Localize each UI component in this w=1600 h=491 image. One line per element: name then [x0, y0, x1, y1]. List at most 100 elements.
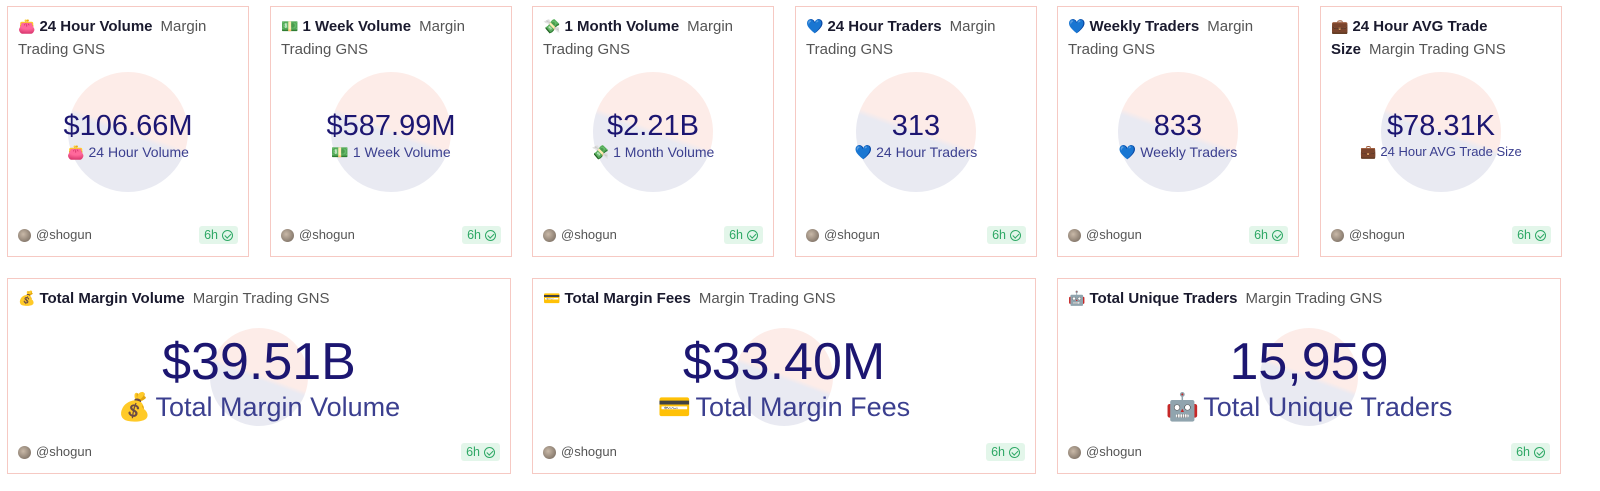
dollar-banknote-icon: 💵 [331, 144, 349, 160]
blue-heart-icon: 💙 [854, 144, 873, 160]
check-circle-icon [1009, 446, 1020, 458]
counter-display: 313 💙 24 Hour Traders [796, 109, 1036, 161]
card-footer: @shogun 6h [543, 225, 763, 245]
card-title: 👛 24 Hour Volume Margin Trading GNS [18, 15, 238, 61]
refresh-badge[interactable]: 6h [461, 443, 500, 461]
counter-card-weekly-traders[interactable]: 💙 Weekly Traders Margin Trading GNS 833 💙 W… [1057, 6, 1299, 257]
card-title-text[interactable]: Weekly Traders [1089, 18, 1200, 35]
refresh-badge[interactable]: 6h [987, 226, 1026, 244]
card-subtitle: Margin Trading GNS [192, 290, 330, 307]
refresh-badge[interactable]: 6h [1512, 226, 1551, 244]
counter-display: $106.66M 👛 24 Hour Volume [8, 109, 248, 161]
counter-value: $78.31K [1386, 110, 1496, 142]
check-circle-icon [1534, 446, 1545, 458]
card-title: 💼 24 Hour AVG Trade Size Margin Trading GN… [1331, 15, 1551, 61]
counter-card-24h-traders[interactable]: 💙 24 Hour Traders Margin Trading GNS 313 💙… [795, 6, 1037, 257]
card-title-text[interactable]: Total Margin Volume [39, 290, 185, 307]
card-title-text[interactable]: 1 Week Volume [302, 18, 412, 35]
counter-label: 💰 Total Margin Volume [117, 392, 401, 422]
avatar [543, 228, 556, 242]
counter-display: 15,959 🤖 Total Unique Traders [1058, 333, 1560, 423]
counter-card-total-margin-fees[interactable]: 💳 Total Margin Fees Margin Trading GNS $33… [532, 278, 1036, 474]
purse-icon: 👛 [67, 144, 85, 160]
counter-value: $33.40M [682, 333, 886, 391]
refresh-badge[interactable]: 6h [462, 226, 501, 244]
refresh-badge[interactable]: 6h [1249, 226, 1288, 244]
author-link[interactable]: @shogun [543, 442, 617, 462]
background-disc [210, 328, 308, 426]
card-title: 💵 1 Week Volume Margin Trading GNS [281, 15, 501, 61]
card-title-text[interactable]: Total Margin Fees [564, 290, 691, 307]
robot-icon: 🤖 [1165, 392, 1200, 422]
money-bag-icon: 💰 [18, 290, 36, 306]
credit-card-icon: 💳 [543, 290, 561, 306]
counter-value: 833 [1153, 110, 1203, 142]
author-link[interactable]: @shogun [1068, 442, 1142, 462]
card-title-text[interactable]: 1 Month Volume [564, 18, 680, 35]
card-title: 💰 Total Margin Volume Margin Trading GNS [18, 287, 500, 310]
card-subtitle: Margin Trading GNS [18, 18, 207, 58]
refresh-badge[interactable]: 6h [724, 226, 763, 244]
purse-icon: 👛 [18, 18, 36, 34]
card-footer: @shogun 6h [18, 225, 238, 245]
blue-heart-icon: 💙 [1118, 144, 1137, 160]
money-with-wings-icon: 💸 [591, 144, 610, 160]
card-footer: @shogun 6h [18, 442, 500, 462]
card-subtitle: Margin Trading GNS [806, 18, 996, 58]
counter-value: 15,959 [1229, 333, 1389, 391]
counter-value: 313 [891, 110, 941, 142]
card-title: 💙 24 Hour Traders Margin Trading GNS [806, 15, 1026, 61]
refresh-badge[interactable]: 6h [1511, 443, 1550, 461]
avatar [806, 228, 819, 242]
check-circle-icon [1272, 229, 1283, 241]
card-title: 🤖 Total Unique Traders Margin Trading GNS [1068, 287, 1550, 310]
counter-label: 💼 24 Hour AVG Trade Size [1360, 144, 1522, 159]
author-link[interactable]: @shogun [18, 225, 92, 245]
author-link[interactable]: @shogun [281, 225, 355, 245]
briefcase-icon: 💼 [1331, 18, 1349, 34]
avatar [543, 445, 556, 459]
counter-label: 💵 1 Week Volume [331, 144, 451, 160]
background-disc [331, 72, 451, 192]
counter-display: $78.31K 💼 24 Hour AVG Trade Size [1321, 109, 1561, 161]
author-link[interactable]: @shogun [1068, 225, 1142, 245]
counter-card-1m-volume[interactable]: 💸 1 Month Volume Margin Trading GNS $2.21B… [532, 6, 774, 257]
refresh-badge[interactable]: 6h [986, 443, 1025, 461]
card-title-text[interactable]: 24 Hour AVG Trade Size [1331, 18, 1488, 58]
card-title: 💸 1 Month Volume Margin Trading GNS [543, 15, 763, 61]
card-footer: @shogun 6h [1331, 225, 1551, 245]
counter-card-avg-trade-size[interactable]: 💼 24 Hour AVG Trade Size Margin Trading GN… [1320, 6, 1562, 257]
author-link[interactable]: @shogun [18, 442, 92, 462]
card-footer: @shogun 6h [806, 225, 1026, 245]
background-disc [735, 328, 833, 426]
counter-card-24h-volume[interactable]: 👛 24 Hour Volume Margin Trading GNS $106.6… [7, 6, 249, 257]
avatar [18, 228, 31, 242]
counter-card-total-unique-traders[interactable]: 🤖 Total Unique Traders Margin Trading GNS … [1057, 278, 1561, 474]
card-footer: @shogun 6h [1068, 442, 1550, 462]
background-disc [593, 72, 713, 192]
counter-card-1w-volume[interactable]: 💵 1 Week Volume Margin Trading GNS $587.99… [270, 6, 512, 257]
credit-card-icon: 💳 [657, 392, 692, 422]
avatar [1068, 228, 1081, 242]
counter-value: $2.21B [607, 110, 699, 142]
counter-label: 💳 Total Margin Fees [657, 392, 911, 422]
check-circle-icon [484, 446, 495, 458]
card-title-text[interactable]: Total Unique Traders [1089, 290, 1238, 307]
avatar [1068, 445, 1081, 459]
avatar [281, 228, 294, 242]
background-disc [1118, 72, 1238, 192]
dollar-banknote-icon: 💵 [281, 18, 299, 34]
check-circle-icon [1535, 229, 1546, 241]
author-link[interactable]: @shogun [543, 225, 617, 245]
card-title-text[interactable]: 24 Hour Traders [827, 18, 942, 35]
author-link[interactable]: @shogun [806, 225, 880, 245]
author-link[interactable]: @shogun [1331, 225, 1405, 245]
money-bag-icon: 💰 [117, 392, 152, 422]
card-title-text[interactable]: 24 Hour Volume [39, 18, 153, 35]
card-subtitle: Margin Trading GNS [543, 18, 734, 58]
card-footer: @shogun 6h [1068, 225, 1288, 245]
refresh-badge[interactable]: 6h [199, 226, 238, 244]
card-subtitle: Margin Trading GNS [1068, 18, 1254, 58]
card-subtitle: Margin Trading GNS [1369, 41, 1506, 58]
counter-card-total-margin-volume[interactable]: 💰 Total Margin Volume Margin Trading GNS $… [7, 278, 511, 474]
